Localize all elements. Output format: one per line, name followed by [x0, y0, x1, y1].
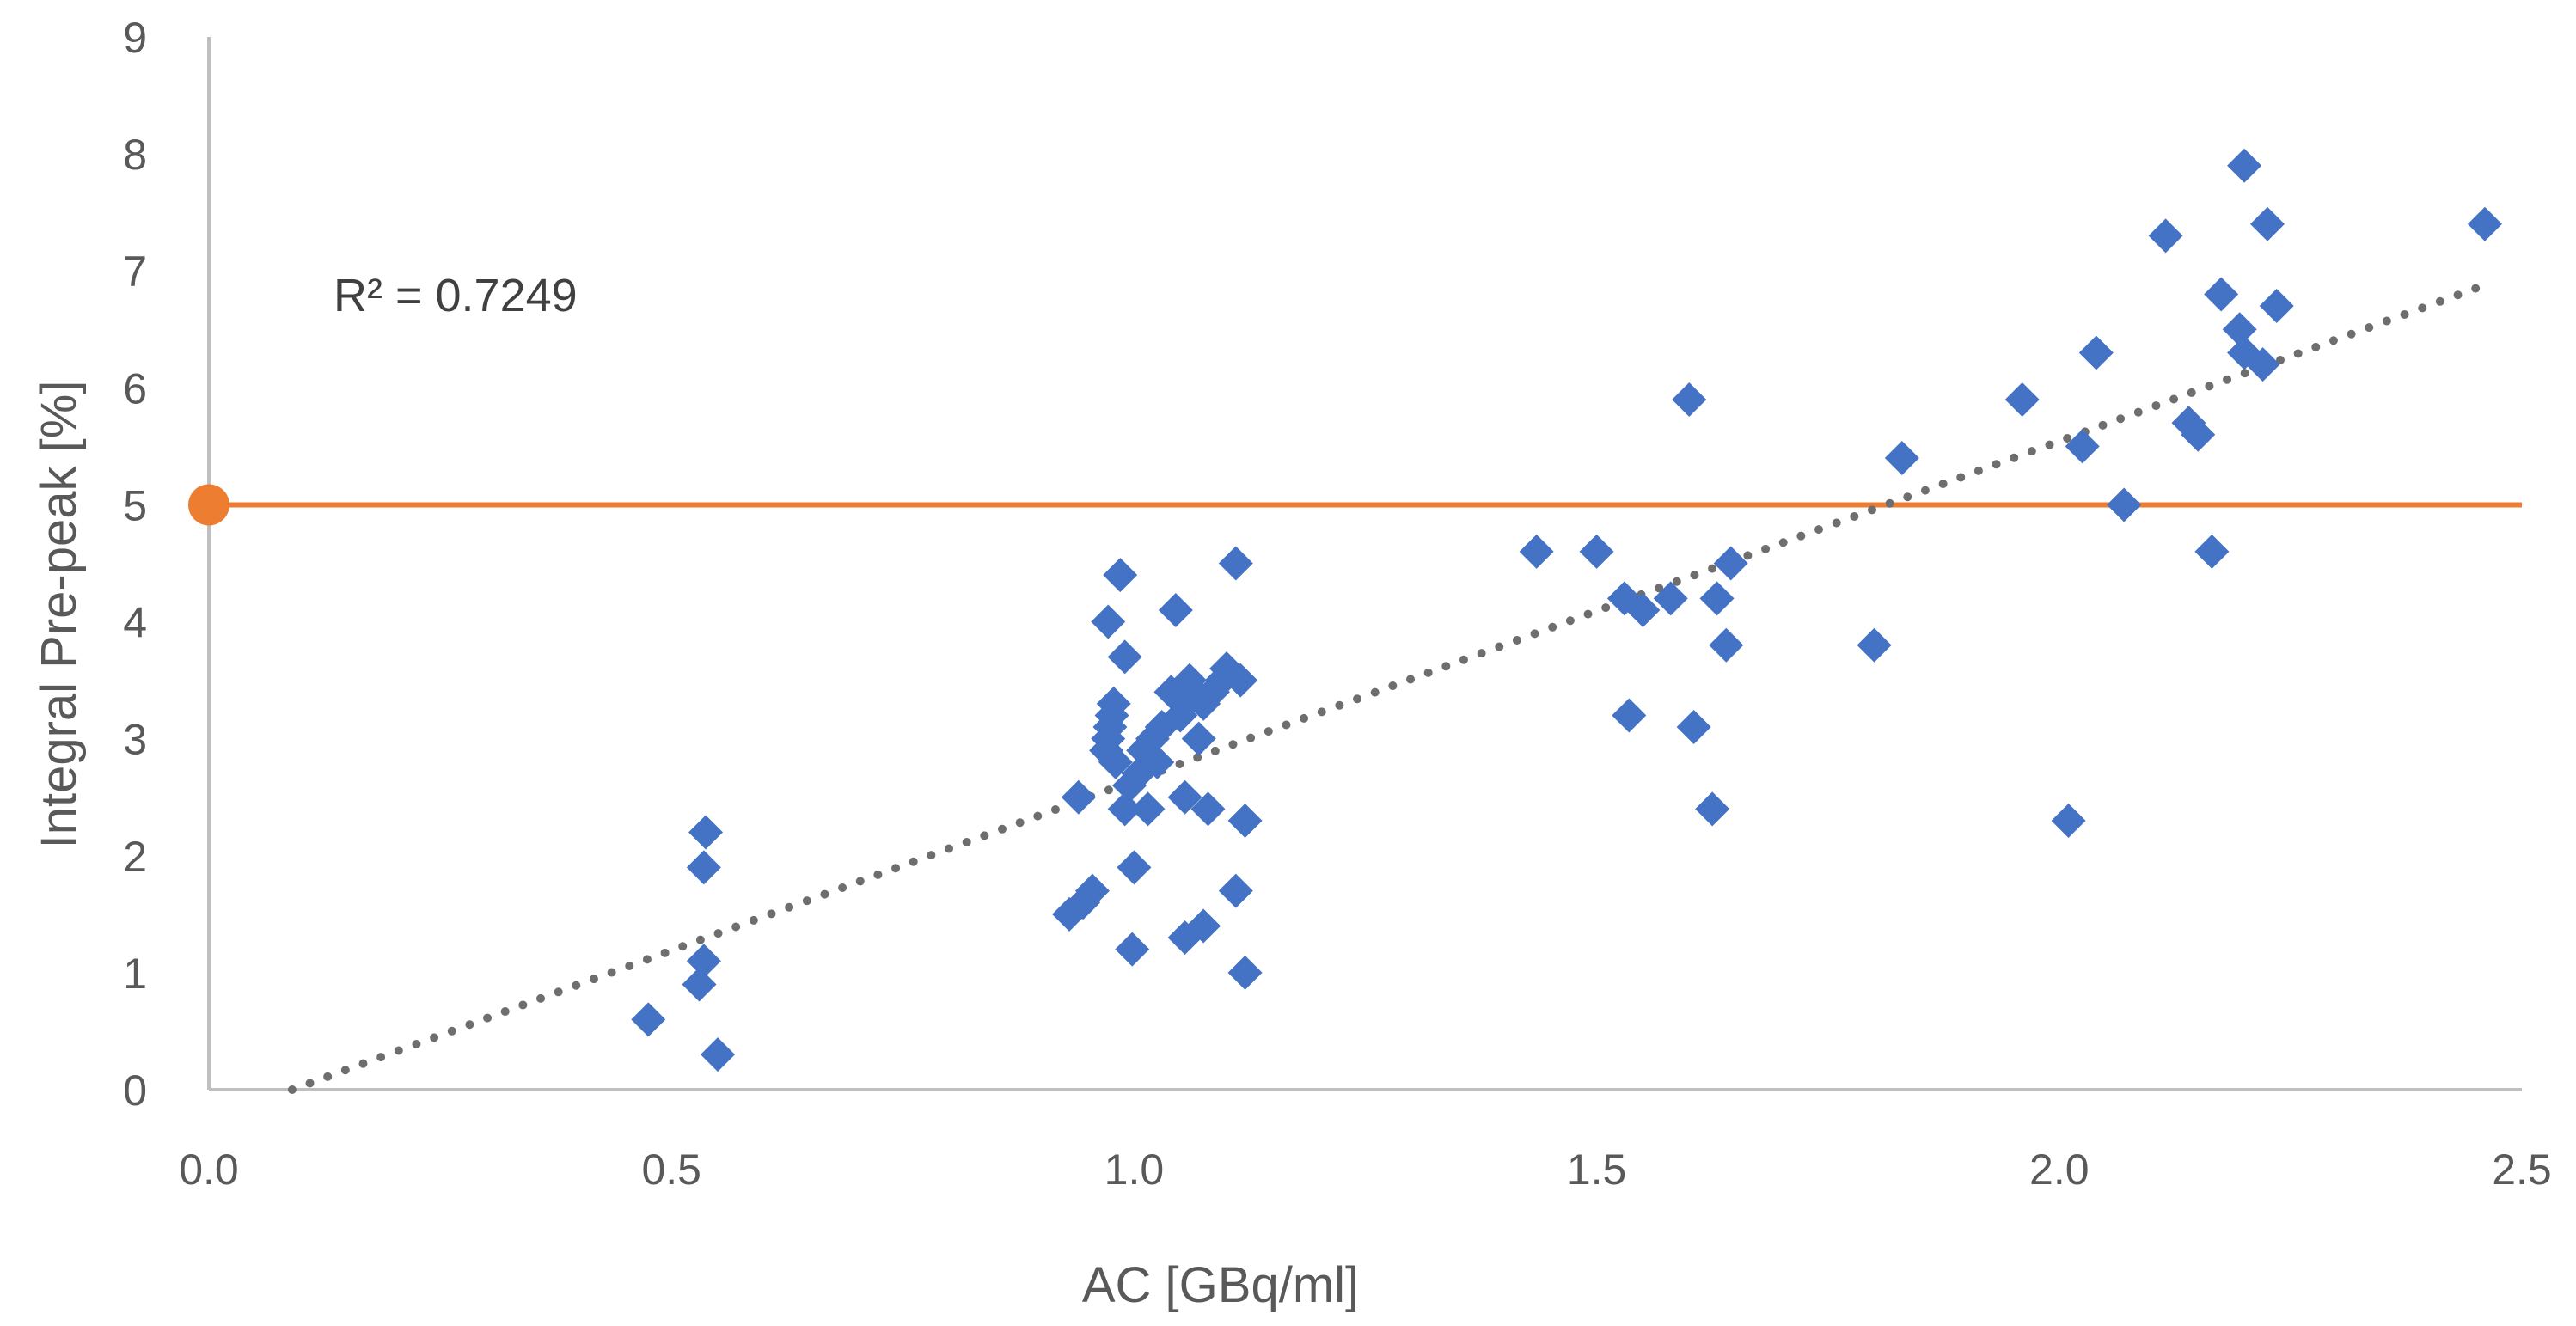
data-point: [2227, 148, 2262, 183]
data-point: [1061, 779, 1096, 815]
data-point: [2078, 335, 2114, 370]
data-point: [2148, 218, 2183, 254]
data-point: [1713, 546, 1748, 581]
x-tick-label: 1.0: [1104, 1146, 1165, 1194]
data-point: [1653, 581, 1688, 616]
trendline: [287, 284, 2481, 1094]
data-point: [2259, 289, 2294, 324]
x-tick-label: 1.5: [1567, 1146, 1627, 1194]
x-axis-title: AC [GBq/ml]: [1082, 1257, 1359, 1313]
data-point: [631, 1002, 666, 1037]
data-point: [686, 850, 721, 885]
y-tick-label: 1: [123, 950, 147, 998]
data-point: [1158, 592, 1193, 627]
data-point: [1091, 604, 1126, 639]
y-tick-label: 3: [123, 716, 147, 764]
y-tick-label: 4: [123, 599, 147, 647]
data-point: [2204, 277, 2239, 312]
data-point: [1181, 721, 1216, 756]
data-point: [688, 815, 724, 850]
data-points: [631, 148, 2502, 1072]
reference-line-group: [188, 484, 2522, 526]
data-point: [1519, 534, 1554, 569]
y-tick-label: 5: [123, 481, 147, 529]
data-point: [1625, 592, 1661, 627]
x-tick-label: 2.5: [2492, 1146, 2552, 1194]
y-tick-label: 7: [123, 247, 147, 296]
y-tick-labels: 0 1 2 3 4 5 6 7 8 9: [123, 14, 147, 1115]
x-tick-label: 0.0: [179, 1146, 239, 1194]
data-point: [1130, 791, 1166, 827]
data-point: [2467, 206, 2502, 241]
y-axis-title: Integral Pre-peak [%]: [31, 381, 87, 849]
data-point: [2004, 382, 2040, 417]
data-point: [1223, 663, 1258, 698]
x-tick-label: 0.5: [641, 1146, 701, 1194]
data-point: [2222, 312, 2257, 347]
data-point: [1218, 873, 1253, 908]
data-point: [1117, 850, 1152, 885]
data-point: [1699, 581, 1735, 616]
y-tick-label: 0: [123, 1066, 147, 1115]
reference-point: [188, 484, 229, 526]
data-point: [1218, 546, 1253, 581]
trendline-group: [287, 284, 2481, 1094]
data-point: [1115, 932, 1150, 967]
data-point: [1579, 534, 1614, 569]
data-point: [1695, 791, 1730, 827]
data-point: [1103, 558, 1138, 593]
r-squared-annotation: R² = 0.7249: [333, 270, 578, 321]
data-point: [1672, 382, 1707, 417]
data-point: [1190, 791, 1226, 827]
data-point: [2065, 429, 2100, 464]
data-point: [2245, 347, 2280, 382]
data-point: [1140, 744, 1175, 779]
data-point: [1098, 744, 1133, 779]
x-tick-labels: 0.0 0.5 1.0 1.5 2.0 2.5: [179, 1146, 2552, 1194]
data-point: [1107, 639, 1142, 675]
data-point: [2051, 803, 2086, 838]
data-point: [1074, 873, 1110, 908]
y-tick-label: 6: [123, 364, 147, 412]
data-point: [1227, 955, 1263, 990]
data-point: [2194, 534, 2230, 569]
data-point: [1612, 698, 1647, 733]
y-tick-label: 9: [123, 14, 147, 62]
data-point: [1167, 779, 1202, 815]
data-point: [1676, 710, 1711, 745]
data-point: [1709, 627, 1744, 663]
data-point: [1857, 627, 1892, 663]
data-point: [682, 967, 717, 1002]
x-tick-label: 2.0: [2029, 1146, 2090, 1194]
data-point: [2171, 406, 2206, 441]
data-point: [1107, 791, 1142, 827]
y-tick-label: 2: [123, 833, 147, 881]
data-point: [1884, 441, 1919, 475]
data-point: [2107, 487, 2142, 522]
data-point: [2181, 417, 2216, 452]
data-point: [686, 944, 721, 979]
data-point: [2249, 206, 2285, 241]
data-point: [1186, 908, 1221, 944]
y-tick-label: 8: [123, 131, 147, 179]
data-point: [1227, 803, 1263, 838]
data-point: [1096, 686, 1131, 721]
data-point: [701, 1037, 736, 1072]
